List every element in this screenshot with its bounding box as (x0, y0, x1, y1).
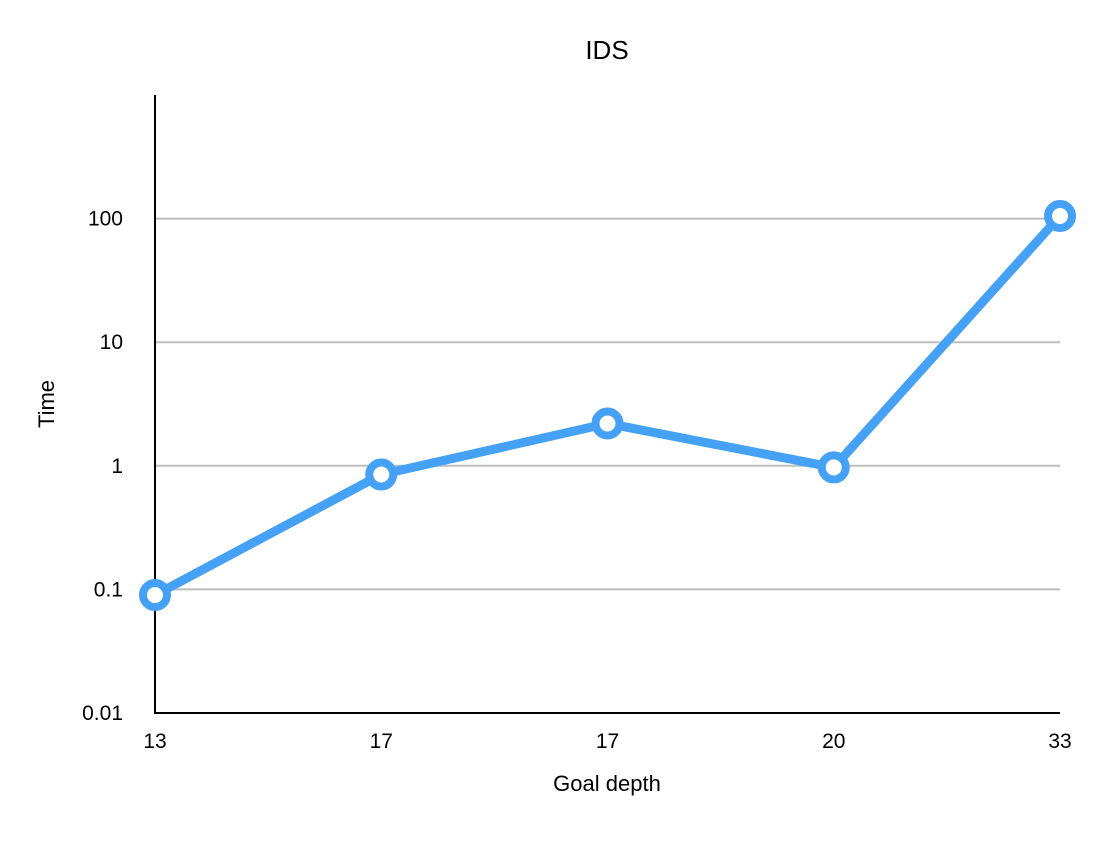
y-tick-label: 100 (88, 208, 123, 231)
chart-title: IDS (585, 35, 628, 65)
y-tick-label: 0.1 (94, 578, 123, 601)
data-point (139, 579, 171, 612)
y-axis-ticks: 0.01 0.1 1 10 100 (82, 208, 123, 725)
data-point (817, 451, 850, 484)
data-point (1044, 199, 1076, 232)
x-tick-label: 33 (1048, 730, 1071, 753)
data-point (365, 458, 398, 491)
y-axis-title: Time (34, 380, 59, 428)
y-tick-label: 0.01 (82, 702, 123, 725)
x-tick-label: 17 (370, 730, 393, 753)
y-tick-label: 1 (111, 455, 123, 478)
y-tick-label: 10 (100, 331, 123, 354)
data-point (591, 407, 624, 440)
x-tick-label: 13 (143, 730, 166, 753)
x-axis-title: Goal depth (553, 771, 661, 796)
x-tick-label: 17 (596, 730, 619, 753)
series (139, 199, 1076, 612)
x-axis-ticks: 13 17 17 20 33 (143, 730, 1071, 753)
x-tick-label: 20 (822, 730, 845, 753)
grid (155, 217, 1060, 591)
series-line (150, 211, 1065, 600)
